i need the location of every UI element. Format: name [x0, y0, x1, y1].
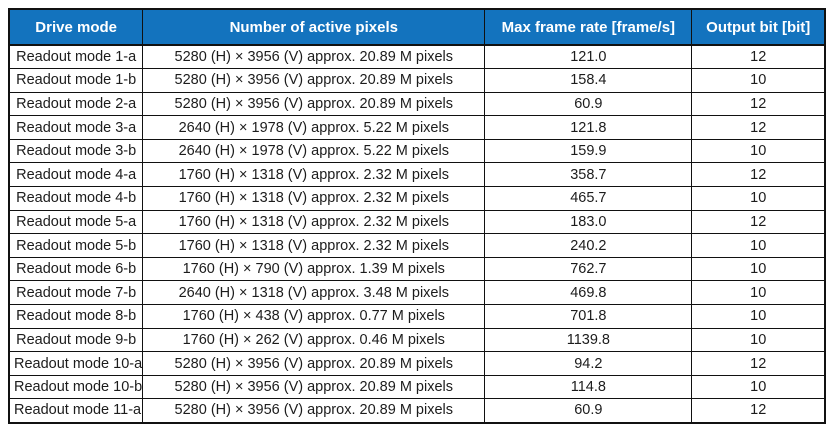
cell-drive-mode: Readout mode 7-b [8, 280, 144, 306]
cell-active-pixels: 1760 (H) × 1318 (V) approx. 2.32 M pixel… [142, 233, 486, 258]
cell-active-pixels: 5280 (H) × 3956 (V) approx. 20.89 M pixe… [142, 398, 486, 423]
cell-drive-mode: Readout mode 2-a [8, 91, 144, 117]
cell-drive-mode: Readout mode 1-b [8, 68, 144, 93]
table-row: Readout mode 5-a 1760 (H) × 1318 (V) app… [8, 209, 826, 235]
cell-active-pixels: 1760 (H) × 1318 (V) approx. 2.32 M pixel… [142, 209, 486, 235]
cell-output-bit: 10 [691, 256, 826, 282]
header-cell-max-frame-rate: Max frame rate [frame/s] [484, 8, 693, 46]
cell-max-frame-rate: 60.9 [484, 91, 693, 117]
cell-output-bit: 12 [691, 351, 826, 376]
cell-output-bit: 10 [691, 186, 826, 211]
table-row: Readout mode 3-a 2640 (H) × 1978 (V) app… [8, 115, 826, 140]
cell-active-pixels: 2640 (H) × 1978 (V) approx. 5.22 M pixel… [142, 138, 486, 164]
table-row: Readout mode 8-b 1760 (H) × 438 (V) appr… [8, 304, 826, 329]
table-row: Readout mode 5-b 1760 (H) × 1318 (V) app… [8, 233, 826, 258]
cell-drive-mode: Readout mode 11-a [8, 398, 144, 423]
cell-max-frame-rate: 60.9 [484, 398, 693, 423]
cell-output-bit: 10 [691, 138, 826, 164]
cell-max-frame-rate: 183.0 [484, 209, 693, 235]
cell-max-frame-rate: 121.0 [484, 44, 693, 70]
cell-output-bit: 10 [691, 68, 826, 93]
table-row: Readout mode 3-b 2640 (H) × 1978 (V) app… [8, 138, 826, 164]
table-row: Readout mode 2-a 5280 (H) × 3956 (V) app… [8, 91, 826, 117]
cell-output-bit: 10 [691, 327, 826, 353]
cell-active-pixels: 5280 (H) × 3956 (V) approx. 20.89 M pixe… [142, 351, 486, 376]
cell-active-pixels: 1760 (H) × 262 (V) approx. 0.46 M pixels [142, 327, 486, 353]
cell-active-pixels: 5280 (H) × 3956 (V) approx. 20.89 M pixe… [142, 44, 486, 70]
cell-output-bit: 10 [691, 233, 826, 258]
cell-drive-mode: Readout mode 6-b [8, 256, 144, 282]
cell-drive-mode: Readout mode 3-b [8, 138, 144, 164]
cell-active-pixels: 2640 (H) × 1978 (V) approx. 5.22 M pixel… [142, 115, 486, 140]
cell-drive-mode: Readout mode 5-a [8, 209, 144, 235]
cell-drive-mode: Readout mode 1-a [8, 44, 144, 70]
header-cell-output-bit: Output bit [bit] [691, 8, 826, 46]
cell-max-frame-rate: 358.7 [484, 162, 693, 188]
cell-output-bit: 10 [691, 374, 826, 400]
cell-max-frame-rate: 240.2 [484, 233, 693, 258]
table-row: Readout mode 1-a 5280 (H) × 3956 (V) app… [8, 44, 826, 70]
cell-output-bit: 12 [691, 398, 826, 423]
cell-active-pixels: 5280 (H) × 3956 (V) approx. 20.89 M pixe… [142, 68, 486, 93]
table-row: Readout mode 6-b 1760 (H) × 790 (V) appr… [8, 256, 826, 282]
cell-active-pixels: 1760 (H) × 1318 (V) approx. 2.32 M pixel… [142, 162, 486, 188]
cell-active-pixels: 5280 (H) × 3956 (V) approx. 20.89 M pixe… [142, 374, 486, 400]
cell-max-frame-rate: 762.7 [484, 256, 693, 282]
cell-max-frame-rate: 465.7 [484, 186, 693, 211]
cell-output-bit: 12 [691, 162, 826, 188]
cell-max-frame-rate: 121.8 [484, 115, 693, 140]
cell-output-bit: 12 [691, 44, 826, 70]
header-cell-drive-mode: Drive mode [8, 8, 144, 46]
cell-output-bit: 12 [691, 209, 826, 235]
cell-max-frame-rate: 94.2 [484, 351, 693, 376]
drive-mode-spec-table: Drive mode Number of active pixels Max f… [8, 8, 826, 424]
header-cell-active-pixels: Number of active pixels [142, 8, 486, 46]
cell-drive-mode: Readout mode 5-b [8, 233, 144, 258]
table-row: Readout mode 11-a 5280 (H) × 3956 (V) ap… [8, 398, 826, 423]
cell-active-pixels: 1760 (H) × 790 (V) approx. 1.39 M pixels [142, 256, 486, 282]
cell-max-frame-rate: 1139.8 [484, 327, 693, 353]
cell-drive-mode: Readout mode 4-b [8, 186, 144, 211]
table-row: Readout mode 9-b 1760 (H) × 262 (V) appr… [8, 327, 826, 353]
cell-drive-mode: Readout mode 8-b [8, 304, 144, 329]
table-row: Readout mode 1-b 5280 (H) × 3956 (V) app… [8, 68, 826, 93]
cell-active-pixels: 2640 (H) × 1318 (V) approx. 3.48 M pixel… [142, 280, 486, 306]
cell-max-frame-rate: 701.8 [484, 304, 693, 329]
table-header-row: Drive mode Number of active pixels Max f… [8, 8, 826, 46]
cell-active-pixels: 1760 (H) × 438 (V) approx. 0.77 M pixels [142, 304, 486, 329]
cell-drive-mode: Readout mode 10-b [8, 374, 144, 400]
cell-max-frame-rate: 158.4 [484, 68, 693, 93]
cell-max-frame-rate: 159.9 [484, 138, 693, 164]
cell-drive-mode: Readout mode 10-a [8, 351, 144, 376]
cell-output-bit: 10 [691, 304, 826, 329]
table-row: Readout mode 4-a 1760 (H) × 1318 (V) app… [8, 162, 826, 188]
cell-active-pixels: 1760 (H) × 1318 (V) approx. 2.32 M pixel… [142, 186, 486, 211]
table-row: Readout mode 4-b 1760 (H) × 1318 (V) app… [8, 186, 826, 211]
table-row: Readout mode 10-b 5280 (H) × 3956 (V) ap… [8, 374, 826, 400]
table-row: Readout mode 7-b 2640 (H) × 1318 (V) app… [8, 280, 826, 306]
cell-drive-mode: Readout mode 3-a [8, 115, 144, 140]
cell-drive-mode: Readout mode 4-a [8, 162, 144, 188]
cell-drive-mode: Readout mode 9-b [8, 327, 144, 353]
cell-output-bit: 10 [691, 280, 826, 306]
cell-max-frame-rate: 114.8 [484, 374, 693, 400]
cell-output-bit: 12 [691, 91, 826, 117]
cell-active-pixels: 5280 (H) × 3956 (V) approx. 20.89 M pixe… [142, 91, 486, 117]
cell-max-frame-rate: 469.8 [484, 280, 693, 306]
cell-output-bit: 12 [691, 115, 826, 140]
table-row: Readout mode 10-a 5280 (H) × 3956 (V) ap… [8, 351, 826, 376]
